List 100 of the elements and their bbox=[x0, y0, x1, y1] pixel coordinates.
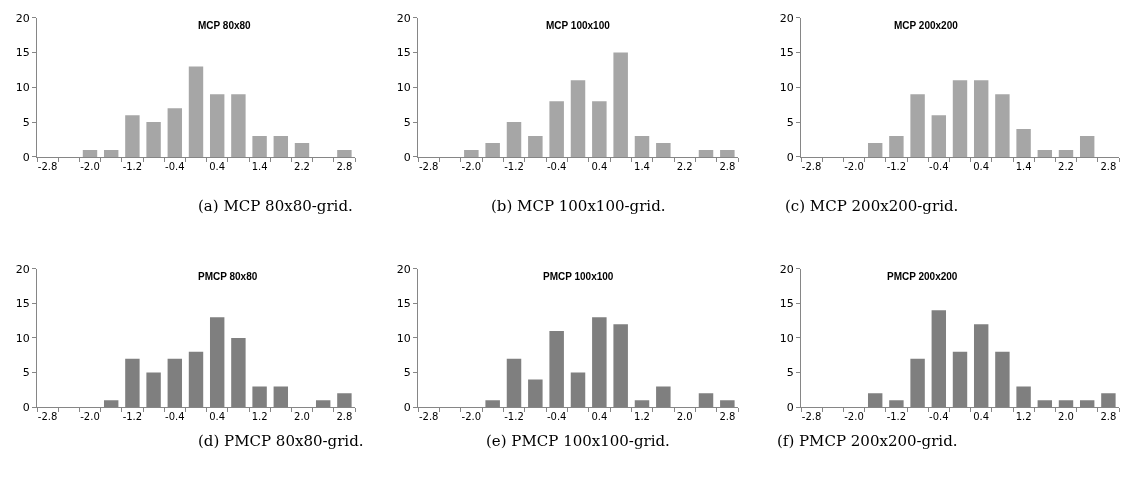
x-tick-label: 1.2 bbox=[251, 411, 268, 423]
x-tick-label: 2.8 bbox=[1100, 411, 1117, 423]
bar bbox=[273, 136, 289, 157]
x-tick-label: 1.4 bbox=[1015, 160, 1032, 172]
text: (a) MCP 80x80-grid. bbox=[198, 197, 353, 215]
x-tick-label: -2.0 bbox=[461, 411, 482, 423]
y-tick-label: 0 bbox=[403, 150, 411, 164]
y-tick-label: 5 bbox=[786, 115, 794, 129]
bar bbox=[889, 136, 904, 157]
x-tick-label: 2.0 bbox=[1058, 411, 1074, 423]
text: (f) PMCP 200x200-grid. bbox=[777, 432, 958, 450]
x-tick-label: 1.4 bbox=[634, 160, 650, 172]
x-tick-label: -2.0 bbox=[461, 160, 482, 172]
x-tick-label: 1.2 bbox=[1015, 411, 1032, 423]
y-tick-label: 0 bbox=[786, 150, 794, 164]
bar bbox=[910, 94, 925, 157]
x-tick-label: -0.4 bbox=[929, 411, 949, 423]
x-tick-label: 1.2 bbox=[634, 411, 650, 423]
y-tick-label: 10 bbox=[396, 81, 411, 95]
chart-title: PMCP 200x200 bbox=[887, 271, 958, 282]
x-tick-label: 2.8 bbox=[1100, 160, 1117, 172]
x-tick-label: 2.2 bbox=[1058, 160, 1074, 172]
chart-title: MCP 100x100 bbox=[546, 20, 611, 31]
x-tick-label: 2.0 bbox=[676, 411, 693, 423]
x-tick-label: -2.0 bbox=[80, 160, 100, 172]
x-tick-label: 0.4 bbox=[209, 160, 226, 172]
y-tick-label: 0 bbox=[22, 150, 30, 164]
bar bbox=[592, 101, 607, 157]
y-tick-label: 20 bbox=[396, 11, 411, 25]
y-tick-label: 15 bbox=[779, 297, 794, 311]
text: (e) PMCP 100x100-grid. bbox=[486, 432, 670, 450]
y-tick-label: 20 bbox=[779, 262, 794, 276]
bar bbox=[125, 115, 140, 157]
x-tick-label: -0.4 bbox=[546, 160, 567, 172]
x-tick-label: -2.0 bbox=[844, 160, 864, 172]
y-tick-label: 5 bbox=[403, 115, 411, 129]
bar bbox=[252, 136, 267, 157]
y-tick-label: 5 bbox=[22, 366, 30, 380]
bar bbox=[103, 149, 119, 157]
bar bbox=[188, 66, 204, 157]
bar bbox=[506, 122, 522, 157]
x-tick-label: 2.8 bbox=[719, 160, 736, 172]
bar bbox=[167, 108, 183, 157]
x-tick-label: -2.8 bbox=[37, 411, 58, 423]
x-tick-label: -0.4 bbox=[165, 160, 185, 172]
chart-title: PMCP 100x100 bbox=[543, 271, 614, 282]
x-tick-label: 0.4 bbox=[973, 411, 990, 423]
x-tick-label: 2.2 bbox=[294, 160, 310, 172]
x-tick-label: -1.2 bbox=[886, 160, 907, 172]
bar bbox=[485, 142, 500, 157]
x-tick-label: 0.4 bbox=[591, 160, 608, 172]
bar bbox=[1037, 149, 1053, 157]
bar bbox=[867, 142, 883, 157]
x-tick-label: 2.8 bbox=[719, 411, 736, 423]
x-tick-label: -1.2 bbox=[122, 411, 143, 423]
bar bbox=[720, 149, 735, 157]
bar bbox=[337, 149, 352, 157]
x-tick-label: 0.4 bbox=[209, 411, 226, 423]
bar bbox=[146, 122, 161, 157]
x-tick-label: 2.8 bbox=[336, 411, 353, 423]
y-tick-label: 20 bbox=[15, 262, 30, 276]
x-tick-label: -1.2 bbox=[504, 160, 524, 172]
x-tick-label: -2.8 bbox=[801, 160, 822, 172]
chart-title: MCP 80x80 bbox=[198, 20, 252, 31]
bar bbox=[1079, 136, 1095, 157]
y-tick-label: 20 bbox=[15, 11, 30, 25]
bar bbox=[613, 52, 628, 157]
chart-title: MCP 200x200 bbox=[894, 20, 959, 31]
y-tick-label: 0 bbox=[403, 400, 411, 414]
bar bbox=[931, 115, 947, 157]
x-tick-label: -1.2 bbox=[504, 411, 524, 423]
x-tick-label: 2.0 bbox=[294, 411, 310, 423]
y-tick-label: 15 bbox=[396, 297, 411, 311]
bar bbox=[973, 80, 989, 157]
bar bbox=[570, 80, 586, 157]
bar bbox=[294, 142, 310, 157]
bar bbox=[634, 136, 650, 157]
y-tick-label: 20 bbox=[779, 11, 794, 25]
x-tick-label: -2.8 bbox=[418, 411, 439, 423]
x-tick-label: 2.2 bbox=[676, 160, 693, 172]
x-tick-label: -1.2 bbox=[886, 411, 907, 423]
y-tick-label: 5 bbox=[403, 366, 411, 380]
bar bbox=[1058, 149, 1074, 157]
x-tick-label: 0.4 bbox=[973, 160, 990, 172]
text: (c) MCP 200x200-grid. bbox=[785, 197, 959, 215]
x-tick-label: -2.8 bbox=[418, 160, 439, 172]
y-tick-label: 15 bbox=[779, 46, 794, 60]
y-tick-label: 10 bbox=[15, 81, 30, 95]
y-tick-label: 15 bbox=[15, 297, 30, 311]
y-tick-label: 10 bbox=[15, 331, 30, 345]
bar bbox=[549, 101, 564, 157]
bar bbox=[952, 80, 968, 157]
text: (d) PMCP 80x80-grid. bbox=[198, 432, 364, 450]
y-tick-label: 5 bbox=[22, 115, 30, 129]
bar bbox=[656, 142, 671, 157]
text: (b) MCP 100x100-grid. bbox=[491, 197, 666, 215]
y-tick-label: 20 bbox=[396, 262, 411, 276]
bar bbox=[82, 149, 98, 157]
x-tick-label: 0.4 bbox=[591, 411, 608, 423]
bar bbox=[698, 149, 714, 157]
